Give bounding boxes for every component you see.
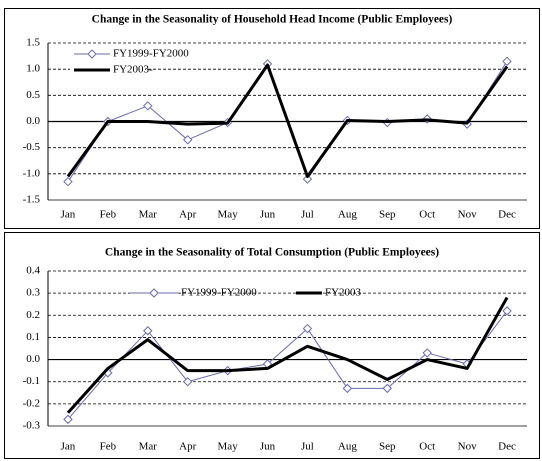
point-marker [63, 414, 73, 425]
x-tick-label: Mar [139, 209, 158, 221]
legend-background [70, 46, 145, 78]
legend-label: FY2003 [325, 287, 362, 299]
x-tick-label: May [218, 209, 239, 221]
y-tick-label: -1.0 [23, 167, 41, 179]
legend-label: FY1999-FY2000 [181, 287, 257, 299]
x-tick-label: Jun [260, 441, 276, 453]
x-tick-label: Apr [179, 209, 196, 221]
x-tick-label: Sep [379, 209, 396, 221]
y-tick-label: 0.3 [26, 287, 40, 299]
x-tick-label: Jul [301, 441, 314, 453]
x-tick-label: Oct [419, 209, 435, 221]
point-marker [422, 348, 432, 358]
point-marker [143, 101, 153, 111]
point-marker [502, 56, 512, 67]
y-tick-label: 0.0 [26, 115, 40, 127]
y-tick-label: 0.5 [26, 89, 40, 101]
x-tick-label: Aug [338, 441, 357, 453]
x-tick-label: Nov [458, 209, 477, 221]
y-tick-label: -0.5 [23, 141, 41, 153]
x-tick-label: Jun [260, 209, 276, 221]
y-tick-label: 0.4 [26, 265, 40, 277]
y-tick-label: 1.5 [26, 37, 40, 49]
x-tick-label: Jul [301, 209, 314, 221]
point-marker [183, 377, 193, 387]
chart-title: Change in the Seasonality of Household H… [92, 14, 453, 26]
point-marker [502, 306, 512, 316]
y-tick-label: -0.2 [23, 397, 40, 409]
point-marker [143, 326, 153, 336]
legend-marker [149, 288, 159, 298]
legend-label: FY1999-FY2000 [113, 48, 189, 60]
x-tick-label: Sep [379, 441, 396, 453]
y-tick-label: 0.1 [26, 331, 40, 343]
point-marker [63, 176, 73, 187]
y-tick-label: 1.0 [26, 63, 40, 75]
x-tick-label: Aug [338, 209, 357, 221]
y-tick-label: -1.5 [23, 194, 41, 206]
point-marker [302, 174, 313, 184]
y-tick-label: 0.2 [26, 309, 40, 321]
chart-frame [4, 8, 540, 229]
x-tick-label: Nov [458, 441, 477, 453]
x-tick-label: Feb [100, 441, 117, 453]
x-tick-label: Feb [100, 209, 117, 221]
y-tick-label: -0.3 [23, 420, 41, 432]
point-marker [302, 323, 313, 334]
x-tick-label: Dec [498, 209, 516, 221]
point-marker [342, 383, 353, 394]
legend-label: FY2003- [113, 64, 153, 76]
series-line [66, 63, 509, 178]
x-tick-label: Jan [61, 209, 76, 221]
x-tick-label: Mar [139, 441, 158, 453]
y-tick-label: -0.1 [23, 375, 40, 387]
point-marker [382, 383, 392, 394]
chart-frame [4, 232, 540, 459]
x-tick-label: Dec [498, 441, 516, 453]
series-line [66, 296, 509, 414]
x-tick-label: Apr [179, 441, 196, 453]
point-marker [183, 135, 193, 145]
y-tick-label: 0.0 [26, 353, 40, 365]
x-tick-label: Jan [61, 441, 76, 453]
legend-marker [87, 49, 97, 59]
x-tick-label: Oct [419, 441, 435, 453]
series-line [67, 310, 508, 420]
chart-title: Change in the Seasonality of Total Consu… [105, 247, 439, 259]
x-tick-label: May [218, 441, 239, 453]
